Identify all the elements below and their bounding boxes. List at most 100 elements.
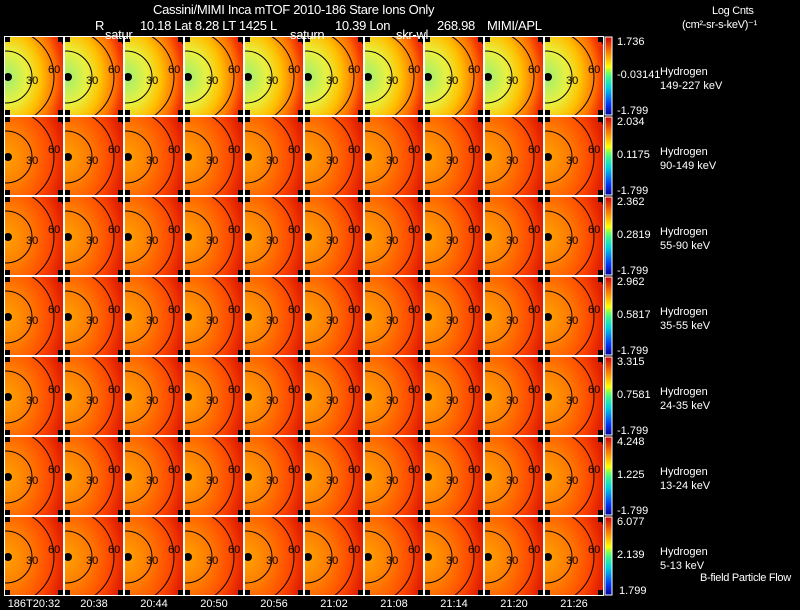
contour-arc — [244, 50, 273, 104]
contour-label-30: 30 — [326, 395, 338, 407]
panel-border — [364, 276, 424, 356]
contour-label-30: 30 — [86, 475, 98, 487]
corner-mask — [4, 510, 10, 516]
heatmap-panel: 30 60 — [424, 516, 484, 596]
time-tick-label: 21:08 — [380, 598, 408, 610]
panel-border — [304, 516, 364, 596]
saturn-icon — [184, 153, 192, 161]
contour-arc — [269, 276, 295, 356]
saturn-icon — [124, 393, 132, 401]
saturn-icon — [424, 473, 432, 481]
contour-label-60: 60 — [348, 464, 360, 476]
contour-label-60: 60 — [528, 464, 540, 476]
contour-label-60: 60 — [288, 64, 300, 76]
corner-mask — [244, 430, 250, 436]
contour-arc — [389, 276, 415, 356]
corner-mask — [58, 276, 64, 282]
saturn-icon — [364, 73, 372, 81]
row-energy-label: 5-13 keV — [660, 560, 705, 572]
heatmap-panel: 30 60 — [184, 196, 244, 276]
saturn-icon — [244, 473, 252, 481]
colorbar-min-label: -1.799 — [617, 425, 649, 437]
corner-mask — [124, 356, 130, 362]
contour-label-30: 30 — [206, 555, 218, 567]
contour-arc — [124, 370, 153, 424]
panel-border — [364, 196, 424, 276]
contour-arc — [484, 370, 513, 424]
contour-arc — [544, 530, 573, 584]
saturn-icon — [484, 553, 492, 561]
corner-mask — [364, 350, 370, 356]
corner-mask — [4, 110, 10, 116]
saturn-icon — [64, 473, 72, 481]
contour-arc — [484, 290, 513, 344]
corner-mask — [4, 436, 10, 442]
contour-label-60: 60 — [408, 144, 420, 156]
corner-mask — [298, 436, 304, 442]
corner-mask — [4, 350, 10, 356]
corner-mask — [358, 436, 364, 442]
lon-text: 10.39 Lon — [335, 18, 391, 33]
heatmap-panel: 30 60 — [244, 196, 304, 276]
contour-arc — [29, 436, 55, 516]
panel-border — [544, 356, 604, 436]
corner-mask — [478, 516, 484, 522]
contour-label-60: 60 — [168, 304, 180, 316]
heatmap-panel: 30 60 — [424, 276, 484, 356]
saturn-icon — [124, 553, 132, 561]
colorbar-min-label: -1.799 — [617, 105, 649, 117]
corner-mask — [418, 356, 424, 362]
contour-label-60: 60 — [168, 544, 180, 556]
corner-mask — [184, 356, 190, 362]
contour-arc — [569, 436, 595, 516]
heatmap-panel: 30 60 — [244, 116, 304, 196]
contour-label-60: 60 — [108, 384, 120, 396]
contour-arc — [509, 196, 535, 276]
heatmap-panel: 30 60 — [364, 196, 424, 276]
contour-arc — [304, 50, 333, 104]
panel-border — [484, 516, 544, 596]
saturn-icon — [64, 553, 72, 561]
corner-mask — [238, 276, 244, 282]
contour-arc — [209, 36, 235, 116]
saturn-icon — [364, 393, 372, 401]
heatmap-panel: 30 60 — [484, 436, 544, 516]
corner-mask — [424, 430, 430, 436]
contour-arc — [4, 50, 33, 104]
contour-arc — [389, 196, 415, 276]
contour-arc — [544, 210, 573, 264]
corner-mask — [304, 36, 310, 42]
panel-border — [424, 36, 484, 116]
corner-mask — [298, 36, 304, 42]
row-species-label: Hydrogen — [660, 226, 708, 238]
panel-border — [364, 36, 424, 116]
contour-arc — [269, 196, 295, 276]
saturn-icon — [424, 233, 432, 241]
contour-arc — [304, 530, 333, 584]
corner-mask — [4, 590, 10, 596]
contour-arc — [184, 50, 213, 104]
position-text: 10.18 Lat 8.28 LT 1425 L — [140, 18, 277, 33]
contour-arc — [64, 210, 93, 264]
panel-border — [244, 436, 304, 516]
contour-arc — [364, 210, 393, 264]
panel-border — [484, 36, 544, 116]
contour-arc — [89, 516, 115, 596]
contour-arc — [209, 116, 235, 196]
heatmap-panel: 30 60 — [544, 356, 604, 436]
corner-mask — [598, 436, 604, 442]
heatmap-panel: 30 60 — [244, 276, 304, 356]
panel-border — [244, 196, 304, 276]
heatmap-panel: 30 60 — [184, 36, 244, 116]
contour-label-60: 60 — [528, 224, 540, 236]
panel-border — [64, 356, 124, 436]
heatmap-panel: 30 60 — [184, 516, 244, 596]
corner-mask — [544, 590, 550, 596]
contour-arc — [424, 50, 453, 104]
row-species-label: Hydrogen — [660, 546, 708, 558]
saturn-icon — [484, 233, 492, 241]
contour-arc — [209, 276, 235, 356]
contour-arc — [89, 36, 115, 116]
contour-arc — [329, 276, 355, 356]
corner-mask — [64, 270, 70, 276]
